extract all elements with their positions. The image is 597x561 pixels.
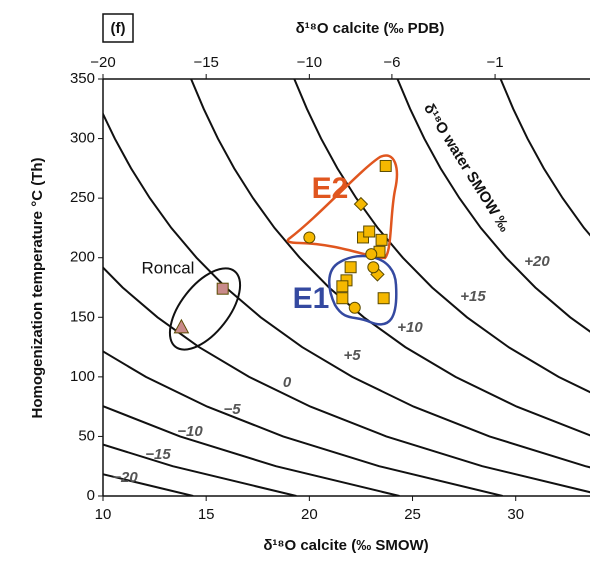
square-point [216,282,229,295]
x-axis-label: δ¹⁸O calcite (‰ SMOW) [263,537,428,554]
x-tick-label: 15 [198,506,215,523]
square-point [344,261,357,274]
curve-label: 0 [283,374,292,391]
curve-label: +5 [343,347,361,364]
isotope-curve [103,266,590,494]
square-point [363,225,376,238]
y-tick-label: 0 [87,487,95,504]
x-tick-label: 30 [507,506,524,523]
e2-outline [286,154,399,260]
circle-point [365,248,378,261]
isotope-curve [499,79,590,237]
curve-label: −10 [177,423,203,440]
curve-label: −5 [223,401,241,418]
x-tick-label: 20 [301,506,318,523]
x2-axis-label: δ¹⁸O calcite (‰ PDB) [296,20,445,37]
x2-tick-label: −15 [193,54,218,71]
circle-point [348,301,361,314]
x2-tick-label: −1 [487,54,504,71]
diamond-point [353,196,369,212]
e1-label: E1 [293,282,330,315]
y-tick-label: 250 [70,189,95,206]
square-point [379,159,392,172]
roncal-outline [168,267,242,351]
y-axis-label: Homogenization temperature °C (Th) [29,157,46,418]
isotope-curve [396,79,590,333]
curve-title: δ¹⁸O water SMOW ‰ [420,101,513,235]
y-tick-label: 50 [78,427,95,444]
curve-label: −15 [145,446,171,463]
curve-label: +10 [397,319,423,336]
x2-tick-label: −6 [383,54,400,71]
isotope-curve [103,350,503,496]
circle-point [303,231,316,244]
square-point [336,280,349,293]
isotope-curve [293,79,590,394]
curve-label: +15 [460,288,486,305]
panel-label: (f) [111,20,126,37]
outlines [168,154,399,351]
square-point [375,233,388,246]
y-tick-label: 150 [70,308,95,325]
y-tick-label: 300 [70,130,95,147]
y-tick-label: 350 [70,70,95,87]
square-point [377,292,390,305]
x2-tick-label: −10 [297,54,322,71]
e2-label: E2 [312,172,349,205]
curve-label: −20 [112,469,138,486]
circle-point [367,261,380,274]
x-tick-label: 10 [95,506,112,523]
y-tick-label: 100 [70,368,95,385]
roncal-label: Roncal [142,258,195,277]
square-point [336,292,349,305]
triangle-point [173,318,190,334]
e1-outline [328,254,398,326]
isotope-curve [103,405,400,496]
x2-tick-label: −20 [90,54,115,71]
y-tick-label: 200 [70,249,95,266]
x-tick-label: 25 [404,506,421,523]
curve-label: +20 [524,253,550,270]
panel-box [102,13,134,43]
